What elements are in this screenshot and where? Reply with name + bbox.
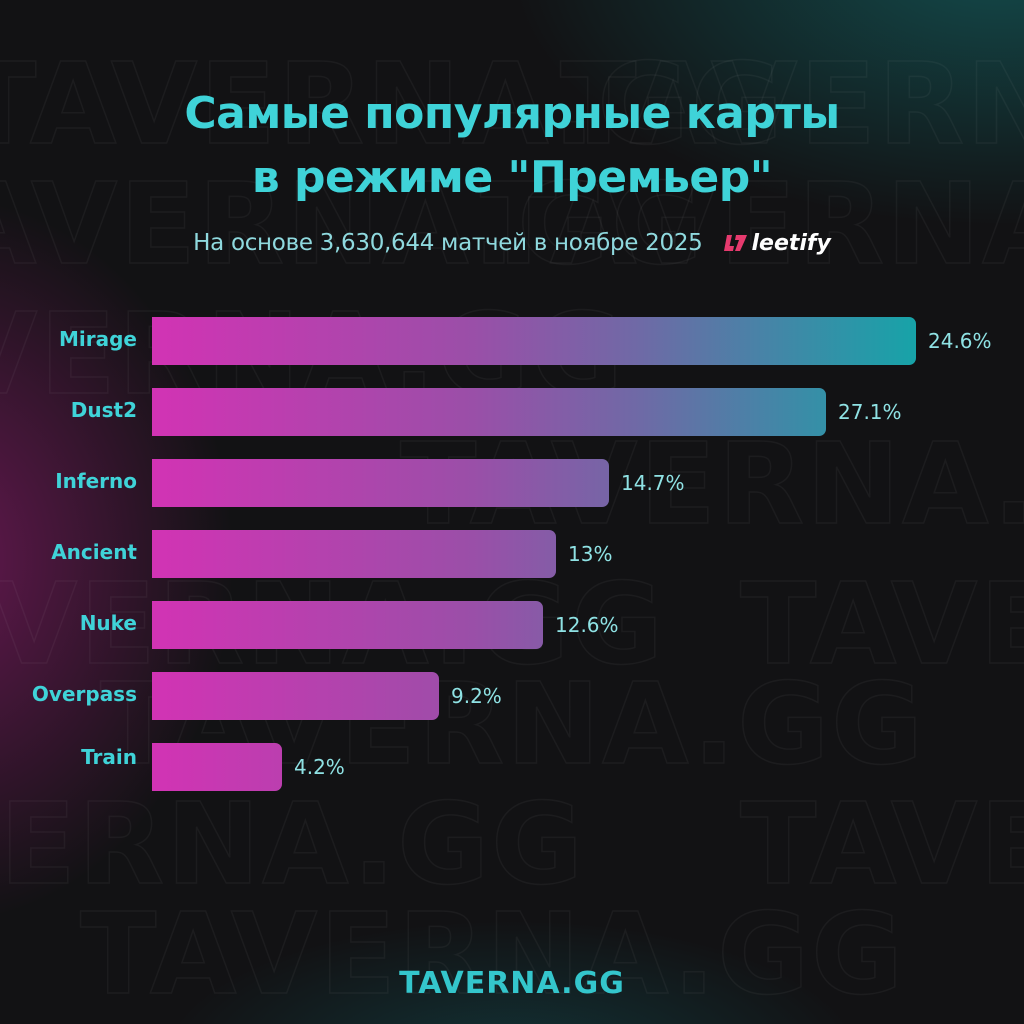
value-label: 4.2% [294, 755, 345, 779]
leetify-wordmark: leetify [751, 230, 831, 256]
chart-subtitle: На основе 3,630,644 матчей в ноябре 2025 [193, 230, 703, 256]
title-line-2: в режиме "Премьер" [251, 152, 773, 203]
leetify-mark-icon [724, 235, 748, 251]
watermark: TAVERNA.GG [739, 559, 1024, 691]
leetify-logo: leetify [724, 230, 831, 256]
bar-row: Nuke 12.6% [0, 601, 1024, 649]
category-label: Train [81, 745, 137, 769]
bar-row: Overpass 9.2% [0, 672, 1024, 720]
category-label: Overpass [31, 682, 137, 706]
value-label: 27.1% [838, 400, 902, 424]
watermark: TAVERNA.GG [479, 159, 1024, 291]
bar [152, 672, 439, 720]
footer-brand: TAVERNA.GG [399, 966, 625, 1001]
category-label: Mirage [59, 327, 137, 351]
value-label: 24.6% [928, 329, 992, 353]
watermark: TAVERNA.GG [739, 779, 1024, 911]
value-label: 12.6% [555, 613, 619, 637]
watermark: TAVERNA.GG [559, 39, 1024, 171]
bar [152, 459, 609, 507]
watermark: TAVERNA.GG [0, 39, 786, 171]
value-label: 14.7% [621, 471, 685, 495]
watermark: TAVERNA.GG [79, 889, 906, 1021]
bar-row: Mirage 24.6% [0, 317, 1024, 365]
bar-row: Ancient 13% [0, 530, 1024, 578]
watermark: TAVERNA.GG [0, 159, 706, 291]
value-label: 13% [568, 542, 613, 566]
category-label: Inferno [55, 469, 137, 493]
bar-row: Dust2 27.1% [0, 388, 1024, 436]
category-label: Dust2 [70, 398, 137, 422]
bar [152, 317, 916, 365]
bar [152, 388, 826, 436]
bar [152, 601, 543, 649]
subtitle-row: На основе 3,630,644 матчей в ноябре 2025… [0, 230, 1024, 256]
category-label: Nuke [79, 611, 137, 635]
bar-row: Inferno 14.7% [0, 459, 1024, 507]
bar [152, 743, 282, 791]
title-line-1: Самые популярные карты [184, 88, 840, 139]
bar-row: Train 4.2% [0, 743, 1024, 791]
watermark: TAVERNA.GG [0, 779, 586, 911]
category-label: Ancient [51, 540, 137, 564]
bar [152, 530, 556, 578]
value-label: 9.2% [451, 684, 502, 708]
chart-title: Самые популярные карты в режиме "Премьер… [0, 82, 1024, 210]
